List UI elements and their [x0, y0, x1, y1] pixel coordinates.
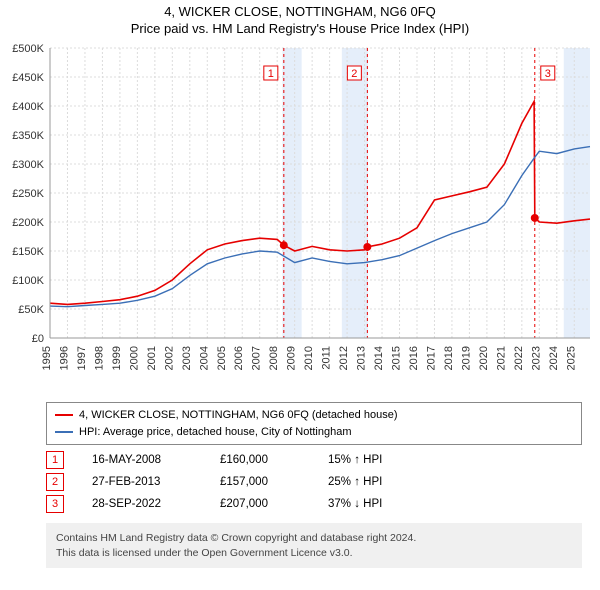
svg-text:2006: 2006: [233, 346, 245, 370]
table-row: 1 16-MAY-2008 £160,000 15% ↑ HPI: [46, 451, 582, 469]
svg-text:2014: 2014: [373, 346, 385, 370]
footer-line: This data is licensed under the Open Gov…: [56, 546, 572, 561]
chart-svg: £0 £50K £100K £150K £200K £250K £300K £350K £400…: [0, 38, 600, 398]
svg-text:2002: 2002: [163, 346, 175, 370]
txn-date: 16-MAY-2008: [92, 454, 192, 466]
svg-text:£200K: £200K: [12, 217, 44, 229]
svg-text:3: 3: [545, 68, 551, 80]
svg-text:2005: 2005: [216, 346, 228, 370]
txn-price: £157,000: [220, 476, 300, 488]
chart-container: 4, WICKER CLOSE, NOTTINGHAM, NG6 0FQ Pri…: [0, 0, 600, 568]
svg-text:£250K: £250K: [12, 188, 44, 200]
svg-text:1996: 1996: [58, 346, 70, 370]
legend-swatch: [55, 431, 73, 433]
svg-text:1995: 1995: [41, 346, 53, 370]
svg-text:£0: £0: [32, 333, 44, 345]
txn-date: 28-SEP-2022: [92, 498, 192, 510]
svg-text:2003: 2003: [181, 346, 193, 370]
svg-text:2023: 2023: [530, 346, 542, 370]
legend-item: 4, WICKER CLOSE, NOTTINGHAM, NG6 0FQ (de…: [55, 407, 573, 424]
svg-text:2012: 2012: [338, 346, 350, 370]
svg-text:£50K: £50K: [18, 304, 44, 316]
svg-text:2022: 2022: [513, 346, 525, 370]
svg-text:£500K: £500K: [12, 43, 44, 55]
chart-subtitle: Price paid vs. HM Land Registry's House …: [0, 21, 600, 36]
chart-area: £0 £50K £100K £150K £200K £250K £300K £350K £400…: [0, 38, 600, 398]
svg-text:1: 1: [268, 68, 274, 80]
svg-text:2011: 2011: [321, 346, 333, 370]
svg-text:2024: 2024: [548, 346, 560, 370]
transactions-table: 1 16-MAY-2008 £160,000 15% ↑ HPI 2 27-FE…: [46, 451, 582, 513]
svg-text:2007: 2007: [251, 346, 263, 370]
svg-text:2021: 2021: [495, 346, 507, 370]
svg-text:2016: 2016: [408, 346, 420, 370]
svg-text:2001: 2001: [146, 346, 158, 370]
svg-text:2025: 2025: [565, 346, 577, 370]
svg-text:£150K: £150K: [12, 246, 44, 258]
marker-badge: 1: [46, 451, 64, 469]
marker-badge: 3: [46, 495, 64, 513]
svg-text:2: 2: [351, 68, 357, 80]
txn-diff: 15% ↑ HPI: [328, 454, 428, 466]
svg-text:2018: 2018: [443, 346, 455, 370]
legend: 4, WICKER CLOSE, NOTTINGHAM, NG6 0FQ (de…: [46, 402, 582, 445]
svg-text:1999: 1999: [111, 346, 123, 370]
txn-diff: 25% ↑ HPI: [328, 476, 428, 488]
svg-text:£300K: £300K: [12, 159, 44, 171]
table-row: 2 27-FEB-2013 £157,000 25% ↑ HPI: [46, 473, 582, 491]
marker-badge: 2: [46, 473, 64, 491]
svg-text:2015: 2015: [391, 346, 403, 370]
txn-price: £160,000: [220, 454, 300, 466]
txn-diff: 37% ↓ HPI: [328, 498, 428, 510]
svg-text:£350K: £350K: [12, 130, 44, 142]
txn-price: £207,000: [220, 498, 300, 510]
svg-text:2017: 2017: [425, 346, 437, 370]
svg-text:£400K: £400K: [12, 101, 44, 113]
svg-text:2019: 2019: [460, 346, 472, 370]
svg-text:£450K: £450K: [12, 72, 44, 84]
title-block: 4, WICKER CLOSE, NOTTINGHAM, NG6 0FQ Pri…: [0, 0, 600, 38]
svg-text:2000: 2000: [128, 346, 140, 370]
legend-swatch: [55, 414, 73, 416]
legend-item: HPI: Average price, detached house, City…: [55, 424, 573, 441]
svg-text:2009: 2009: [286, 346, 298, 370]
footer-line: Contains HM Land Registry data © Crown c…: [56, 531, 572, 546]
legend-label: 4, WICKER CLOSE, NOTTINGHAM, NG6 0FQ (de…: [79, 407, 397, 424]
txn-date: 27-FEB-2013: [92, 476, 192, 488]
svg-text:2013: 2013: [356, 346, 368, 370]
svg-text:2010: 2010: [303, 346, 315, 370]
svg-text:1998: 1998: [93, 346, 105, 370]
svg-text:1997: 1997: [76, 346, 88, 370]
svg-text:2008: 2008: [268, 346, 280, 370]
footer-attribution: Contains HM Land Registry data © Crown c…: [46, 523, 582, 568]
svg-text:2020: 2020: [478, 346, 490, 370]
legend-label: HPI: Average price, detached house, City…: [79, 424, 352, 441]
svg-text:2004: 2004: [198, 346, 210, 370]
table-row: 3 28-SEP-2022 £207,000 37% ↓ HPI: [46, 495, 582, 513]
chart-title: 4, WICKER CLOSE, NOTTINGHAM, NG6 0FQ: [0, 4, 600, 19]
svg-text:£100K: £100K: [12, 275, 44, 287]
